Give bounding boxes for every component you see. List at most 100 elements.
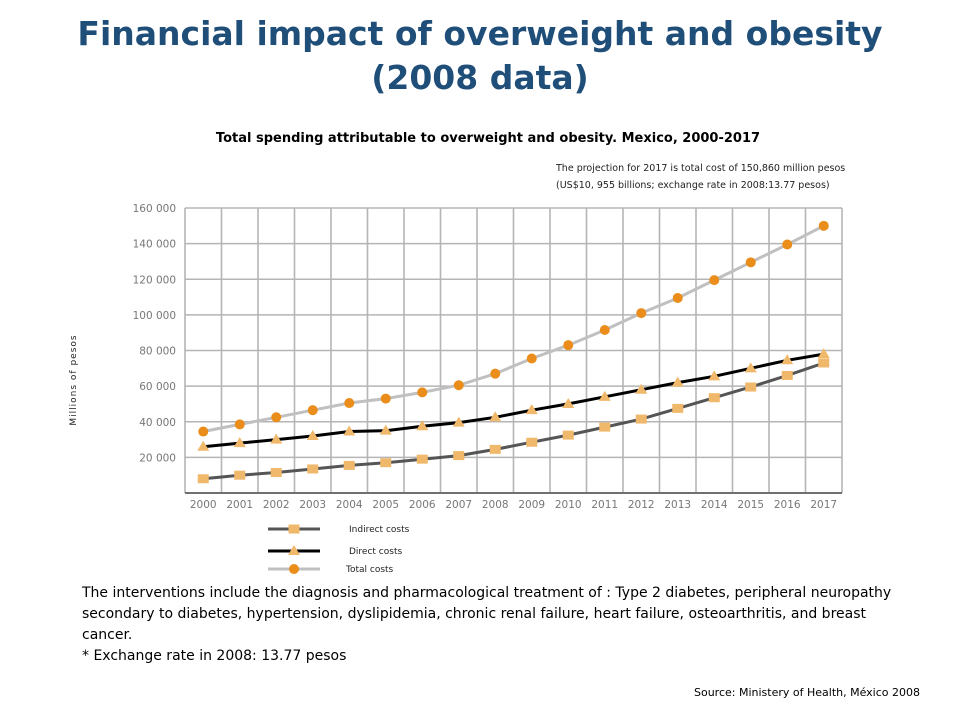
data-point bbox=[417, 387, 428, 398]
x-tick-label: 2017 bbox=[810, 499, 837, 511]
data-point bbox=[562, 397, 575, 408]
data-point bbox=[198, 426, 209, 437]
x-tick-label: 2000 bbox=[190, 499, 217, 511]
data-point bbox=[197, 474, 209, 484]
y-tick-label: 140 000 bbox=[133, 239, 176, 251]
x-tick-label: 2007 bbox=[445, 499, 472, 511]
x-tick-label: 2008 bbox=[482, 499, 509, 511]
data-point bbox=[525, 404, 538, 415]
chart-title: Total spending attributable to overweigh… bbox=[215, 131, 761, 146]
data-point bbox=[636, 308, 647, 319]
data-point bbox=[489, 411, 502, 422]
slide-title-line1: Financial impact of overweight and obesi… bbox=[77, 14, 883, 53]
data-point bbox=[563, 340, 574, 351]
body-paragraph: The interventions include the diagnosis … bbox=[82, 585, 892, 643]
legend-label: Direct costs bbox=[349, 547, 402, 557]
data-point bbox=[817, 348, 830, 359]
chart-axes: 20 000 40 000 60 000 80 000 100 000 120 000 14… bbox=[133, 203, 843, 511]
data-point bbox=[781, 354, 794, 365]
slide-title-line2: (2008 data) bbox=[371, 58, 589, 97]
y-tick-label: 80 000 bbox=[139, 346, 176, 358]
slide-title: Financial impact of overweight and obesi… bbox=[0, 12, 960, 100]
data-point bbox=[453, 451, 465, 461]
y-tick-label: 20 000 bbox=[139, 452, 176, 464]
data-point bbox=[526, 437, 538, 447]
data-point bbox=[635, 383, 648, 394]
x-tick-label: 2009 bbox=[518, 499, 545, 511]
x-tick-label: 2010 bbox=[555, 499, 582, 511]
chart-gridlines bbox=[185, 207, 842, 493]
body-text: The interventions include the diagnosis … bbox=[82, 583, 902, 667]
series-line bbox=[203, 224, 825, 433]
data-point bbox=[307, 464, 319, 474]
data-point bbox=[234, 419, 245, 430]
data-point bbox=[197, 440, 210, 451]
data-point bbox=[562, 430, 574, 440]
y-tick-label: 100 000 bbox=[133, 310, 176, 322]
legend-label: Indirect costs bbox=[349, 525, 410, 535]
data-point bbox=[234, 470, 246, 480]
source-note: Source: Ministery of Health, México 2008 bbox=[693, 686, 920, 699]
x-tick-label: 2016 bbox=[774, 499, 801, 511]
data-point bbox=[635, 414, 647, 424]
series-line bbox=[203, 361, 825, 481]
data-point bbox=[233, 437, 246, 448]
data-point bbox=[598, 390, 611, 401]
data-point bbox=[818, 220, 829, 231]
x-tick-label: 2005 bbox=[372, 499, 399, 511]
y-tick-label: 60 000 bbox=[139, 381, 176, 393]
data-point bbox=[782, 239, 793, 250]
data-point bbox=[307, 405, 318, 416]
legend-marker bbox=[288, 545, 300, 555]
data-point bbox=[744, 362, 757, 373]
data-point bbox=[599, 325, 610, 336]
data-point bbox=[781, 370, 793, 380]
data-point bbox=[745, 257, 756, 268]
x-tick-label: 2015 bbox=[737, 499, 764, 511]
data-point bbox=[672, 403, 684, 413]
data-point bbox=[526, 353, 537, 364]
x-tick-label: 2013 bbox=[664, 499, 691, 511]
legend-label: Total costs bbox=[345, 565, 394, 575]
data-point bbox=[453, 380, 464, 391]
data-point bbox=[489, 444, 501, 454]
projection-note-line1: The projection for 2017 is total cost of… bbox=[556, 163, 846, 174]
data-point bbox=[709, 275, 720, 286]
data-point bbox=[270, 433, 283, 444]
data-point bbox=[271, 412, 282, 423]
series-line bbox=[203, 352, 825, 449]
x-tick-label: 2014 bbox=[701, 499, 728, 511]
y-tick-label: 160 000 bbox=[133, 203, 176, 215]
projection-note-line2: (US$10, 955 billions; exchange rate in 2… bbox=[556, 180, 830, 191]
data-point bbox=[270, 468, 282, 478]
data-point bbox=[416, 454, 428, 464]
x-tick-label: 2003 bbox=[299, 499, 326, 511]
chart-series bbox=[197, 220, 830, 484]
data-point bbox=[490, 368, 501, 379]
data-point bbox=[708, 370, 721, 381]
data-point bbox=[344, 398, 355, 409]
data-point bbox=[380, 458, 392, 468]
data-point bbox=[416, 420, 429, 431]
data-point bbox=[672, 292, 683, 303]
x-tick-label: 2011 bbox=[591, 499, 618, 511]
legend-marker bbox=[289, 564, 299, 574]
x-tick-label: 2001 bbox=[226, 499, 253, 511]
body-note: * Exchange rate in 2008: 13.77 pesos bbox=[82, 648, 347, 664]
data-point bbox=[708, 393, 720, 403]
data-point bbox=[380, 393, 391, 404]
x-tick-label: 2006 bbox=[409, 499, 436, 511]
data-point bbox=[671, 376, 684, 387]
y-tick-label: 40 000 bbox=[139, 417, 176, 429]
data-point bbox=[745, 382, 757, 392]
data-point bbox=[379, 424, 392, 435]
y-tick-label: 120 000 bbox=[133, 274, 176, 286]
x-tick-label: 2002 bbox=[263, 499, 290, 511]
data-point bbox=[452, 416, 465, 427]
data-point bbox=[343, 460, 355, 470]
x-tick-label: 2012 bbox=[628, 499, 655, 511]
data-point bbox=[818, 358, 830, 368]
data-point bbox=[306, 430, 319, 440]
legend-marker bbox=[288, 524, 300, 534]
